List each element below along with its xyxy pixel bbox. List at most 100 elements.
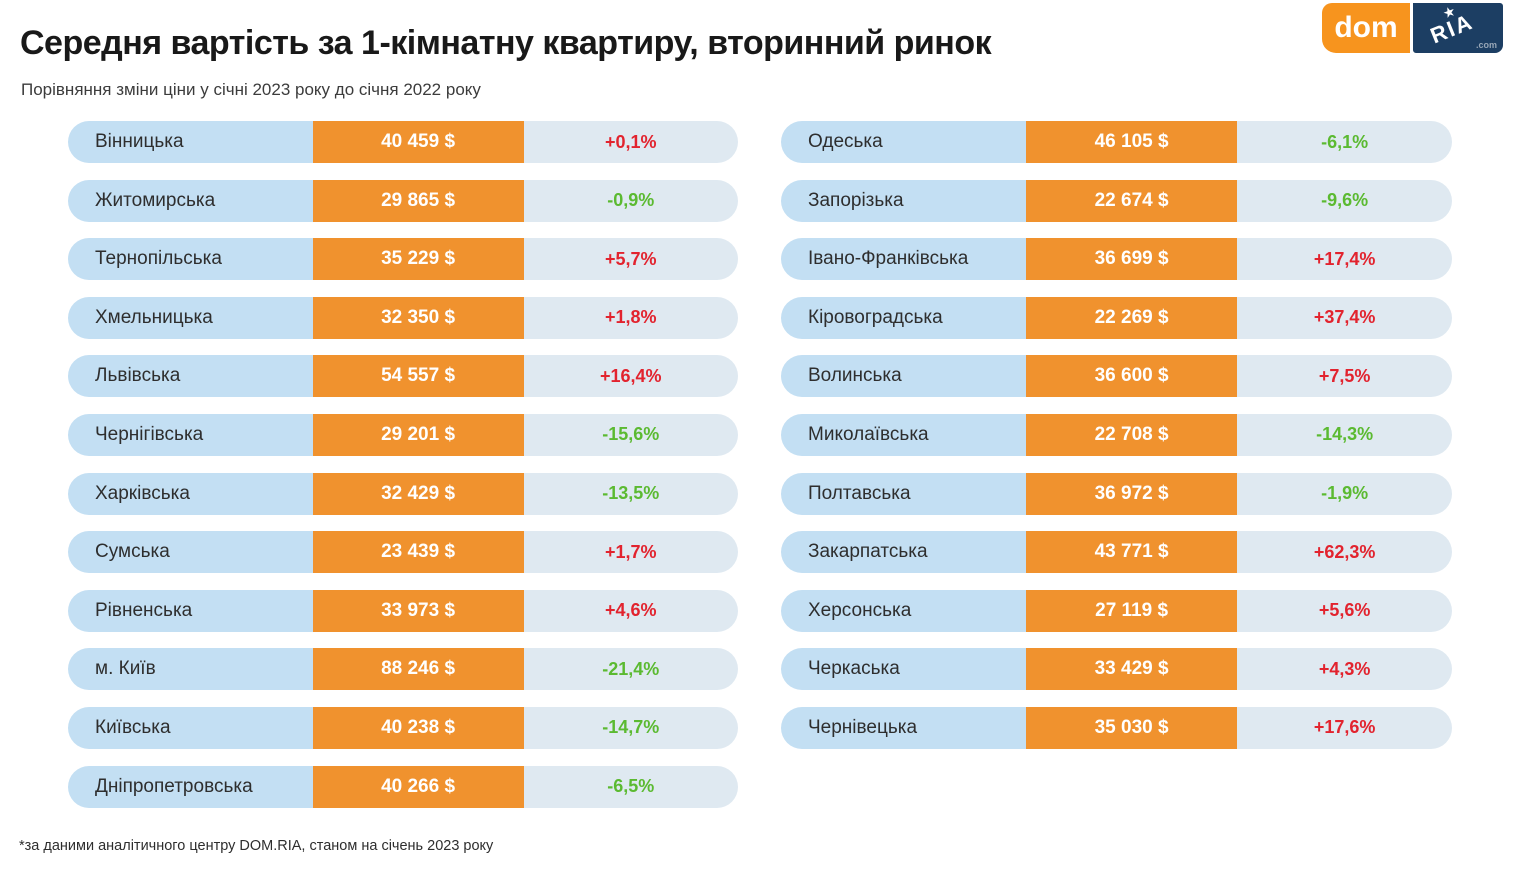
table-row: Чернівецька 35 030 $ +17,6% (781, 706, 1452, 749)
change-cell: +37,4% (1237, 296, 1452, 339)
region-cell: Івано-Франківська (781, 238, 1026, 281)
price-cell: 36 699 $ (1025, 238, 1238, 281)
price-value: 33 429 $ (1094, 658, 1169, 680)
region-cell: Миколаївська (781, 413, 1026, 456)
region-cell: Сумська (68, 531, 313, 574)
region-label: Херсонська (808, 599, 912, 621)
table-row: м. Київ 88 246 $ -21,4% (68, 648, 738, 691)
right-column: Одеська 46 105 $ -6,1% Запорізька 22 674… (781, 121, 1452, 749)
price-cell: 33 973 $ (312, 589, 524, 632)
price-cell: 29 201 $ (312, 413, 524, 456)
change-value: +1,8% (605, 307, 657, 328)
change-value: +1,7% (605, 541, 657, 562)
ria-logo-block: ★ RIA .com (1413, 2, 1503, 53)
change-value: -1,9% (1321, 483, 1369, 504)
region-label: Черкаська (808, 658, 900, 680)
change-value: -14,7% (602, 717, 660, 738)
change-cell: -14,3% (1237, 413, 1452, 456)
region-cell: Чернігівська (68, 413, 313, 456)
region-label: Сумська (95, 541, 170, 563)
table-row: Івано-Франківська 36 699 $ +17,4% (781, 238, 1452, 281)
price-value: 88 246 $ (381, 658, 456, 680)
table-row: Київська 40 238 $ -14,7% (68, 706, 738, 749)
region-cell: Львівська (68, 355, 313, 398)
region-cell: Хмельницька (68, 296, 313, 339)
table-row: Полтавська 36 972 $ -1,9% (781, 472, 1452, 515)
change-value: +16,4% (600, 365, 662, 386)
table-row: Черкаська 33 429 $ +4,3% (781, 648, 1452, 691)
change-cell: -1,9% (1237, 472, 1452, 515)
change-value: -14,3% (1316, 424, 1374, 445)
change-cell: +7,5% (1237, 355, 1452, 398)
region-label: Житомирська (95, 189, 216, 211)
region-cell: Полтавська (781, 472, 1026, 515)
table-row: Закарпатська 43 771 $ +62,3% (781, 531, 1452, 574)
region-label: Кіровоградська (808, 306, 943, 328)
change-value: +17,4% (1313, 248, 1376, 269)
change-value: +17,6% (1313, 717, 1376, 738)
price-value: 36 972 $ (1094, 482, 1169, 504)
region-label: Волинська (808, 365, 902, 387)
table-row: Запорізька 22 674 $ -9,6% (781, 179, 1452, 222)
price-cell: 40 238 $ (312, 706, 524, 749)
change-value: -13,5% (602, 483, 660, 504)
price-cell: 22 708 $ (1025, 413, 1238, 456)
price-cell: 36 600 $ (1025, 355, 1238, 398)
region-label: Рівненська (95, 599, 193, 621)
change-cell: +1,8% (523, 296, 738, 339)
price-cell: 43 771 $ (1025, 531, 1238, 574)
price-cell: 32 350 $ (312, 296, 524, 339)
change-value: -6,1% (1321, 131, 1369, 152)
region-label: Чернівецька (808, 716, 918, 738)
change-cell: -6,5% (523, 765, 738, 808)
price-value: 22 674 $ (1094, 189, 1169, 211)
change-cell: -21,4% (523, 648, 738, 691)
price-value: 23 439 $ (381, 541, 456, 563)
table-row: Волинська 36 600 $ +7,5% (781, 355, 1452, 398)
change-value: -21,4% (602, 658, 660, 679)
region-cell: м. Київ (68, 648, 313, 691)
region-label: Київська (95, 716, 171, 738)
region-label: м. Київ (95, 658, 156, 680)
price-value: 40 238 $ (381, 716, 456, 738)
table-row: Дніпропетровська 40 266 $ -6,5% (68, 765, 738, 808)
change-cell: -14,7% (523, 706, 738, 749)
change-cell: +17,6% (1237, 706, 1452, 749)
price-value: 35 229 $ (381, 248, 456, 270)
ria-logo-text: RIA (1426, 8, 1477, 49)
region-cell: Житомирська (68, 179, 313, 222)
price-cell: 27 119 $ (1025, 589, 1238, 632)
price-cell: 36 972 $ (1025, 472, 1238, 515)
region-label: Миколаївська (808, 423, 929, 445)
table-row: Тернопільська 35 229 $ +5,7% (68, 238, 738, 281)
price-value: 36 600 $ (1094, 365, 1169, 387)
domria-logo: dom ★ RIA .com (1322, 2, 1503, 53)
price-cell: 22 269 $ (1025, 296, 1238, 339)
price-value: 29 865 $ (381, 189, 456, 211)
change-value: +5,6% (1318, 600, 1371, 621)
price-cell: 88 246 $ (312, 648, 524, 691)
change-cell: +4,6% (523, 589, 738, 632)
region-label: Дніпропетровська (95, 775, 253, 797)
change-value: +4,3% (1318, 658, 1371, 679)
change-value: +37,4% (1313, 307, 1376, 328)
change-value: +5,7% (605, 248, 657, 269)
region-cell: Тернопільська (68, 238, 313, 281)
region-cell: Волинська (781, 355, 1026, 398)
price-cell: 40 266 $ (312, 765, 524, 808)
region-label: Закарпатська (808, 541, 928, 563)
change-value: +62,3% (1313, 541, 1376, 562)
change-cell: -6,1% (1237, 121, 1452, 163)
region-label: Полтавська (808, 482, 911, 504)
change-cell: -9,6% (1237, 179, 1452, 222)
page-subtitle: Порівняння зміни ціни у січні 2023 року … (21, 80, 481, 99)
region-label: Одеська (808, 131, 883, 152)
left-column: Вінницька 40 459 $ +0,1% Житомирська 29 … (68, 121, 738, 808)
table-row: Львівська 54 557 $ +16,4% (68, 355, 738, 398)
table-row: Рівненська 33 973 $ +4,6% (68, 589, 738, 632)
region-label: Хмельницька (95, 306, 213, 328)
price-value: 32 429 $ (381, 482, 456, 504)
price-value: 29 201 $ (381, 423, 456, 445)
change-cell: +62,3% (1237, 531, 1452, 574)
dom-logo-text: dom (1334, 11, 1398, 44)
